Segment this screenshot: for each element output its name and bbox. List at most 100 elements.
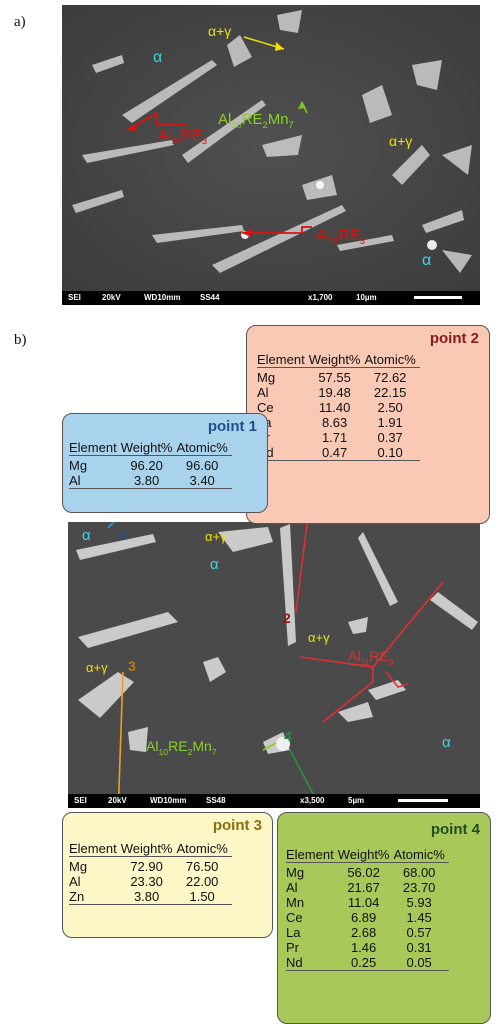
scalebar-b: SEI 20kV WD10mm SS48 x3,500 5µm <box>68 794 480 808</box>
label-num1-b: 1 <box>118 527 126 543</box>
table-header-row: Element Weight% Atomic% <box>257 352 420 368</box>
cell-atomic: 0.57 <box>406 925 432 940</box>
cell-weight: 3.80 <box>120 473 177 489</box>
table-point-3-title: point 3 <box>212 817 262 834</box>
cell-weight: 2.68 <box>350 925 377 940</box>
table-point-1-grid: Element Weight% Atomic% Mg 96.20 96.60 Al 3.80 3… <box>69 440 232 489</box>
label-alpha-gamma-mid-b: α+γ <box>308 630 330 645</box>
table-row: Ce 6.89 1.45 <box>286 910 449 925</box>
cell-atomic: 22.00 <box>185 874 219 889</box>
label-num2-b: 2 <box>283 610 291 626</box>
cell-weight: 21.67 <box>347 880 380 895</box>
cell-weight: 57.55 <box>318 370 351 385</box>
al10-b-sub2: 2 <box>187 746 193 757</box>
al11-b-base: Al <box>348 648 361 664</box>
scalebar-b-scale: 5µm <box>348 796 365 805</box>
cell-element: Nd <box>286 955 338 971</box>
table-row: La 2.68 0.57 <box>286 925 449 940</box>
label-num3-b: 3 <box>128 658 136 674</box>
al11-top-re: RE <box>181 127 202 144</box>
scalebar-ss: SS44 <box>200 293 220 302</box>
al10-mn: Mn <box>267 111 289 128</box>
cell-atomic: 68.00 <box>402 865 436 880</box>
cell-element: Mg <box>257 370 276 385</box>
cell-weight: 3.80 <box>120 889 177 905</box>
sem-texture-b <box>68 522 480 794</box>
column-header-atomic: Atomic% <box>176 841 232 857</box>
cell-atomic: 0.10 <box>364 445 420 461</box>
cell-element: Zn <box>69 889 121 905</box>
al10-sub1: 10 <box>231 120 242 130</box>
al11-b-sub2: 3 <box>388 656 394 667</box>
al10-sub3: 7 <box>288 120 294 130</box>
al10-b-re: RE <box>168 738 188 754</box>
table-row: Ce 11.40 2.50 <box>257 400 420 415</box>
table-row: Al 19.48 22.15 <box>257 385 420 400</box>
al10-b-sub1: 10 <box>158 746 169 757</box>
al11-top-sub: 11 <box>171 136 181 146</box>
al10-base: Al <box>218 111 232 128</box>
scalebar-b-line <box>398 799 448 802</box>
label-alpha-gamma-top-a: α+γ <box>208 23 232 39</box>
al10-re: RE <box>241 111 263 128</box>
scalebar-wd: WD10mm <box>144 293 181 302</box>
cell-weight: 1.71 <box>321 430 348 445</box>
al11-bot-base: Al <box>316 227 330 244</box>
table-row: Al 3.80 3.40 <box>69 473 232 489</box>
cell-weight: 8.63 <box>321 415 348 430</box>
label-num4-b: 4 <box>284 728 292 744</box>
cell-element: Al <box>69 473 121 489</box>
scalebar-b-wd: WD10mm <box>150 796 187 805</box>
cell-element: La <box>286 925 301 940</box>
cell-element: Al <box>286 880 298 895</box>
table-point-4: point 4 Element Weight% Atomic% Mg 56.02 68.0… <box>277 812 491 1024</box>
label-alpha-gamma-left-b: α+γ <box>86 660 108 675</box>
table-row: Al 23.30 22.00 <box>69 874 232 889</box>
scalebar-line <box>414 296 462 299</box>
panel-label-b: b) <box>14 332 27 348</box>
column-header-element: Element <box>257 352 309 368</box>
cell-weight: 0.25 <box>337 955 394 971</box>
table-row: La8.631.91 <box>257 415 420 430</box>
cell-atomic: 76.50 <box>185 859 219 874</box>
al10-b-mn: Mn <box>192 738 212 754</box>
scalebar-kv: 20kV <box>102 293 121 302</box>
table-point-1-title: point 1 <box>207 418 257 435</box>
cell-element: Pr <box>286 940 299 955</box>
cell-atomic: 0.31 <box>406 940 432 955</box>
table-row: Nd 0.25 0.05 <box>286 955 449 971</box>
cell-atomic: 1.91 <box>377 415 403 430</box>
column-header-weight: Weight% <box>120 440 177 456</box>
cell-weight: 19.48 <box>318 385 351 400</box>
cell-weight: 11.04 <box>347 895 380 910</box>
cell-atomic: 0.05 <box>393 955 449 971</box>
al11-top-sub2: 3 <box>201 136 208 146</box>
cell-atomic: 2.50 <box>377 400 403 415</box>
scalebar-a: SEI 20kV WD10mm SS44 x1,700 10µm <box>62 291 480 305</box>
cell-atomic: 3.40 <box>176 473 232 489</box>
scalebar-b-mode: SEI <box>74 796 87 805</box>
column-header-atomic: Atomic% <box>176 440 232 456</box>
cell-weight: 72.90 <box>130 859 163 874</box>
cell-element: Mg <box>286 865 305 880</box>
table-point-4-title: point 4 <box>430 821 480 838</box>
cell-element: Al <box>69 874 81 889</box>
cell-element: Al <box>257 385 269 400</box>
cell-weight: 96.20 <box>130 458 163 473</box>
table-header-row: Element Weight% Atomic% <box>286 847 449 863</box>
column-header-weight: Weight% <box>120 841 177 857</box>
table-row: Mn 11.04 5.93 <box>286 895 449 910</box>
al11-b-sub: 11 <box>360 656 370 667</box>
al11-b-re: RE <box>369 648 389 664</box>
table-point-3-grid: Element Weight% Atomic% Mg 72.90 76.50 Al 23.30… <box>69 841 232 905</box>
table-point-2-title: point 2 <box>429 330 479 347</box>
cell-element: Mg <box>69 859 88 874</box>
al11-bot-sub2: 3 <box>359 236 366 246</box>
al11-top-base: Al <box>158 127 172 144</box>
table-point-3: point 3 Element Weight% Atomic% Mg 72.90 76.5… <box>62 812 273 938</box>
table-row: Mg 96.20 96.60 <box>69 456 232 473</box>
panel-label-a: a) <box>14 14 26 30</box>
column-header-element: Element <box>69 841 121 857</box>
table-point-2: point 2 Element Weight% Atomic% Mg 57.55 72.6… <box>246 325 490 524</box>
table-row: Nd0.470.10 <box>257 445 420 461</box>
